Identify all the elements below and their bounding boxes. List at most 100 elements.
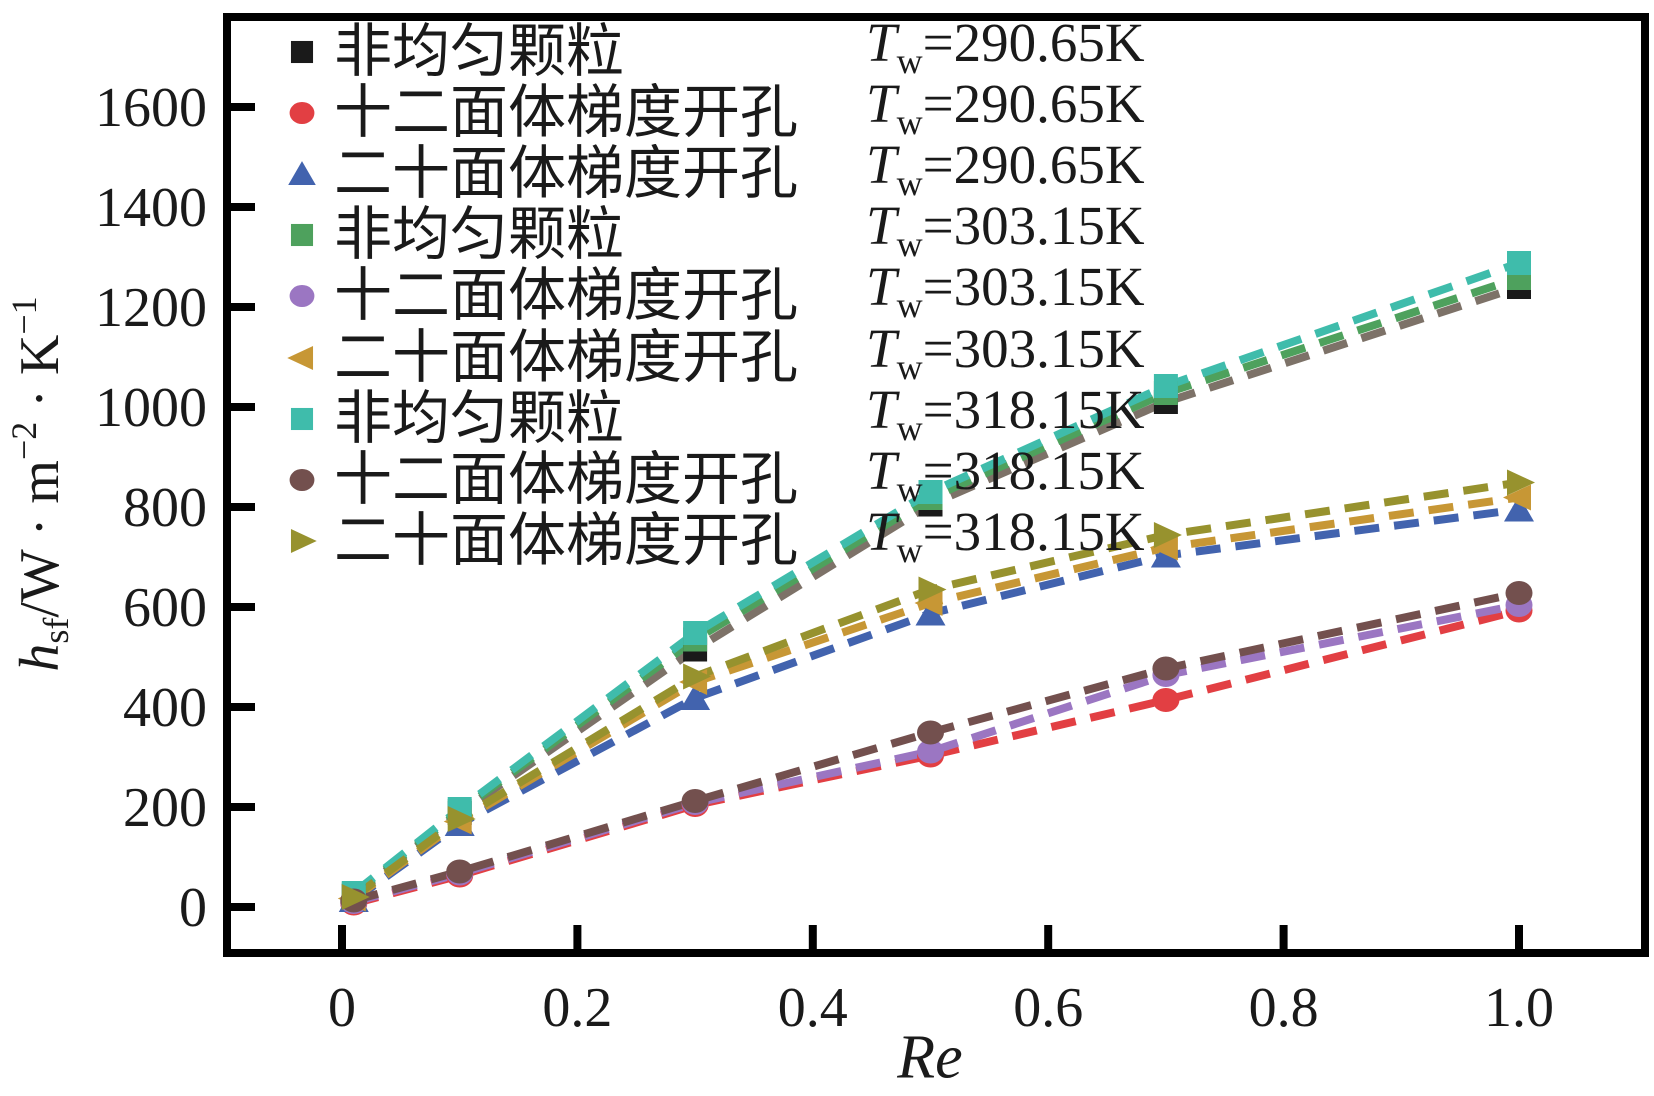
- legend-item: 二十面体梯度开孔 Tw=318.15K: [278, 501, 1145, 572]
- data-point-marker: [918, 576, 947, 603]
- y-tick-label: 1200: [95, 277, 207, 339]
- data-point-marker: [917, 739, 944, 764]
- data-point-marker: [446, 859, 474, 884]
- y-tick-label: 0: [179, 877, 207, 939]
- y-axis-label: hsf/W · m−2 · K−1: [3, 296, 77, 671]
- legend-series-label: 十二面体梯度开孔: [334, 83, 799, 144]
- data-point-marker: [917, 720, 944, 745]
- series-line-2: [351, 505, 1520, 904]
- data-point-marker: [1152, 656, 1180, 681]
- legend-item: 非均匀颗粒 Tw=290.65K: [278, 13, 1145, 83]
- series-line-6: [351, 259, 1521, 897]
- triangle-up-legend-marker-icon: [288, 161, 316, 186]
- square-legend-marker-icon: [290, 40, 314, 64]
- legend-series-label: 二十面体梯度开孔: [334, 327, 799, 388]
- legend-item: 十二面体梯度开孔 Tw=303.15K: [278, 257, 1145, 327]
- legend-tw-label: Tw=303.15K: [866, 256, 1145, 326]
- square-icon: [290, 224, 314, 247]
- triangle-right-icon: [290, 528, 317, 553]
- data-point-marker: [1153, 522, 1182, 548]
- data-point-marker: [680, 684, 711, 710]
- x-tick-label: 0.8: [1249, 977, 1319, 1039]
- legend-item: 非均匀颗粒 Tw=318.15K: [278, 379, 1145, 450]
- data-point-marker: [1507, 251, 1531, 275]
- y-tick-label: 1400: [95, 177, 207, 239]
- legend-series-label: 二十面体梯度开孔: [334, 510, 799, 571]
- y-tick-label: 200: [123, 777, 207, 839]
- legend-tw-label: Tw=303.15K: [866, 195, 1145, 265]
- series-line-8: [351, 478, 1520, 901]
- y-tick-label: 400: [123, 677, 207, 739]
- legend-tw-label: Tw=290.65K: [866, 12, 1145, 82]
- series-line-7: [352, 589, 1520, 905]
- legend-item: 二十面体梯度开孔 Tw=303.15K: [278, 318, 1145, 389]
- legend-tw-label: Tw=318.15K: [866, 500, 1145, 570]
- legend-item: 十二面体梯度开孔 Tw=318.15K: [278, 440, 1145, 511]
- y-axis-unit-2: · K: [9, 334, 71, 422]
- data-point-marker: [918, 480, 943, 504]
- data-point-marker: [1507, 469, 1535, 496]
- square-icon: [290, 40, 314, 64]
- data-point-marker: [915, 599, 946, 626]
- legend-series-label: 非均匀颗粒: [334, 388, 625, 449]
- x-tick-label: 0: [328, 977, 356, 1039]
- x-tick-label: 0.4: [778, 977, 848, 1039]
- triangle-up-icon: [288, 161, 316, 186]
- y-axis-unit-1: /W · m: [9, 460, 71, 618]
- legend-series-label: 十二面体梯度开孔: [334, 449, 799, 510]
- legend-item: 非均匀颗粒 Tw=303.15K: [278, 196, 1145, 266]
- circle-icon: [289, 285, 315, 308]
- y-tick-label: 800: [123, 477, 207, 539]
- triangle-left-icon: [287, 345, 314, 370]
- legend-tw-label: Tw=318.15K: [866, 378, 1145, 448]
- square-legend-marker-icon: [290, 224, 314, 247]
- y-tick-label: 600: [123, 577, 207, 639]
- data-point-marker: [1503, 484, 1531, 511]
- y-tick-label: 1600: [95, 77, 207, 139]
- data-point-marker: [447, 806, 476, 832]
- x-tick-label: 0.6: [1013, 977, 1083, 1039]
- y-axis-symbol-subscript: sf: [36, 617, 76, 644]
- triangle-right-legend-marker-icon: [290, 528, 317, 553]
- plot-frame: [223, 13, 1649, 957]
- legend-series-label: 非均匀颗粒: [334, 205, 625, 266]
- data-point-marker: [681, 789, 709, 813]
- circle-legend-marker-icon: [289, 468, 315, 491]
- data-point-marker: [1504, 495, 1534, 522]
- data-point-marker: [1152, 688, 1180, 712]
- y-axis-sup-2: −1: [4, 296, 44, 335]
- legend-tw-label: Tw=290.65K: [866, 73, 1145, 143]
- data-point-marker: [341, 884, 370, 910]
- legend-item: 十二面体梯度开孔 Tw=290.65K: [278, 74, 1145, 144]
- legend-series-label: 二十面体梯度开孔: [334, 144, 799, 205]
- series-line-0: [351, 283, 1521, 900]
- x-axis-label: Re: [897, 1023, 963, 1092]
- data-point-marker: [1505, 581, 1533, 605]
- data-point-marker: [683, 621, 708, 645]
- data-point-marker: [683, 663, 712, 690]
- data-point-marker: [914, 590, 943, 616]
- y-axis-sup-1: −2: [4, 421, 44, 461]
- square-icon: [290, 407, 314, 430]
- circle-legend-marker-icon: [289, 285, 315, 308]
- legend-tw-label: Tw=318.15K: [866, 439, 1145, 509]
- triangle-left-legend-marker-icon: [287, 345, 314, 370]
- legend-tw-label: Tw=303.15K: [866, 317, 1145, 387]
- circle-legend-marker-icon: [289, 102, 315, 125]
- series-line-5: [351, 493, 1520, 902]
- legend-tw-label: Tw=290.65K: [866, 134, 1145, 204]
- series-line-3: [351, 274, 1521, 898]
- legend-series-label: 十二面体梯度开孔: [334, 266, 799, 327]
- square-legend-marker-icon: [290, 407, 314, 430]
- y-axis-symbol: h: [9, 643, 71, 672]
- y-tick-label: 1000: [95, 377, 207, 439]
- data-point-marker: [1149, 534, 1178, 561]
- data-point-marker: [1153, 374, 1178, 398]
- x-tick-label: 0.2: [542, 977, 612, 1039]
- circle-icon: [289, 102, 315, 125]
- legend-item: 二十面体梯度开孔 Tw=290.65K: [278, 135, 1145, 205]
- x-tick-label: 1.0: [1484, 977, 1554, 1039]
- circle-icon: [289, 468, 315, 491]
